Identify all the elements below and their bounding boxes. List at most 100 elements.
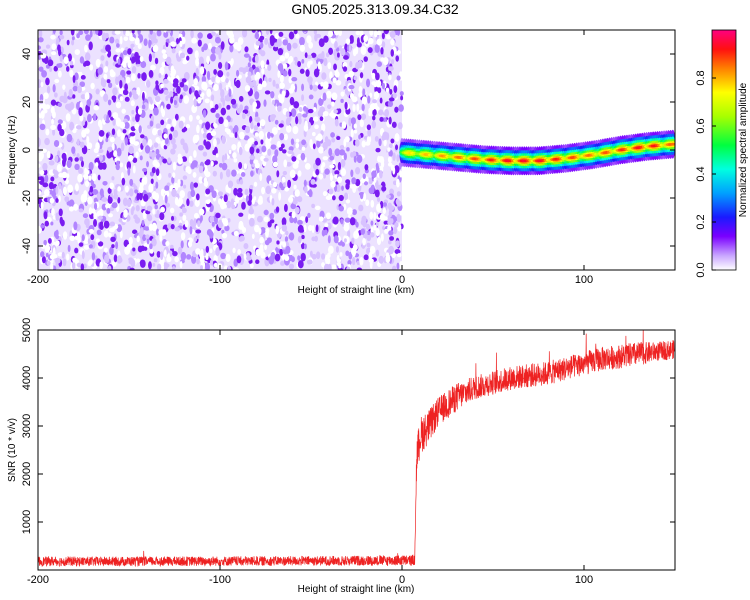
noise-speckle bbox=[340, 98, 344, 104]
noise-speckle bbox=[93, 105, 100, 111]
noise-speckle bbox=[96, 229, 102, 236]
noise-speckle bbox=[221, 203, 227, 209]
noise-speckle bbox=[71, 261, 76, 270]
noise-speckle bbox=[139, 134, 145, 139]
noise-speckle bbox=[152, 52, 156, 59]
noise-speckle bbox=[277, 48, 284, 56]
noise-speckle bbox=[152, 159, 159, 167]
noise-speckle bbox=[378, 109, 384, 116]
noise-speckle bbox=[387, 147, 391, 152]
noise-speckle bbox=[352, 248, 356, 258]
noise-speckle bbox=[341, 185, 344, 191]
colorbar-tick-label: 0.4 bbox=[695, 166, 707, 181]
noise-speckle bbox=[353, 129, 358, 134]
noise-speckle bbox=[303, 105, 307, 112]
noise-speckle bbox=[223, 119, 229, 128]
noise-speckle bbox=[206, 70, 211, 80]
noise-speckle bbox=[257, 83, 263, 91]
noise-speckle bbox=[51, 208, 55, 216]
noise-speckle bbox=[119, 96, 124, 102]
noise-speckle bbox=[86, 99, 92, 107]
noise-speckle bbox=[161, 229, 167, 236]
noise-speckle bbox=[141, 91, 145, 101]
noise-speckle bbox=[170, 137, 176, 145]
noise-speckle bbox=[69, 69, 74, 78]
noise-speckle bbox=[170, 244, 174, 249]
noise-speckle bbox=[186, 254, 192, 260]
noise-speckle bbox=[42, 162, 48, 171]
noise-speckle bbox=[359, 72, 364, 79]
noise-speckle bbox=[113, 254, 118, 263]
noise-speckle bbox=[385, 252, 390, 257]
noise-speckle bbox=[47, 59, 54, 67]
noise-speckle bbox=[263, 99, 267, 107]
noise-speckle bbox=[164, 202, 171, 208]
noise-speckle bbox=[52, 84, 56, 93]
noise-speckle bbox=[132, 93, 139, 100]
noise-speckle bbox=[388, 239, 392, 245]
noise-speckle bbox=[385, 34, 392, 40]
noise-speckle bbox=[103, 247, 108, 253]
noise-speckle bbox=[254, 140, 259, 146]
noise-speckle bbox=[388, 245, 395, 255]
noise-speckle bbox=[366, 135, 372, 144]
noise-speckle bbox=[282, 241, 287, 248]
noise-speckle bbox=[264, 90, 271, 95]
noise-speckle bbox=[238, 74, 242, 79]
noise-speckle bbox=[206, 229, 213, 236]
noise-speckle bbox=[99, 221, 104, 231]
noise-speckle bbox=[145, 234, 150, 239]
noise-speckle bbox=[171, 48, 176, 54]
noise-speckle bbox=[80, 160, 84, 168]
noise-speckle bbox=[225, 168, 231, 178]
noise-speckle bbox=[356, 260, 360, 266]
noise-speckle bbox=[180, 251, 187, 261]
noise-speckle bbox=[63, 56, 69, 64]
noise-speckle bbox=[376, 61, 383, 68]
noise-speckle bbox=[38, 30, 43, 38]
noise-speckle bbox=[193, 98, 197, 107]
noise-speckle bbox=[205, 188, 211, 195]
noise-speckle bbox=[38, 190, 42, 196]
noise-speckle bbox=[309, 138, 313, 148]
noise-speckle bbox=[98, 154, 103, 162]
noise-speckle bbox=[214, 103, 219, 110]
spectrogram-x-tick-label: -200 bbox=[27, 274, 49, 286]
noise-speckle bbox=[390, 39, 395, 46]
noise-speckle bbox=[301, 234, 305, 240]
noise-speckle bbox=[323, 35, 329, 43]
noise-speckle bbox=[79, 141, 85, 149]
noise-speckle bbox=[92, 188, 99, 195]
noise-speckle bbox=[315, 224, 319, 233]
noise-speckle bbox=[163, 133, 168, 139]
noise-speckle bbox=[249, 203, 253, 213]
noise-speckle bbox=[254, 32, 260, 40]
noise-speckle bbox=[358, 134, 362, 140]
noise-speckle bbox=[288, 146, 294, 152]
noise-speckle bbox=[270, 144, 277, 150]
noise-speckle bbox=[95, 30, 99, 35]
noise-speckle bbox=[152, 262, 156, 267]
noise-speckle bbox=[153, 107, 159, 116]
noise-speckle bbox=[121, 108, 126, 114]
noise-speckle bbox=[85, 234, 89, 242]
noise-speckle bbox=[180, 138, 185, 146]
noise-speckle bbox=[238, 161, 243, 170]
noise-speckle bbox=[58, 208, 63, 217]
noise-speckle bbox=[155, 148, 160, 155]
noise-speckle bbox=[348, 251, 353, 260]
noise-speckle bbox=[231, 169, 237, 177]
noise-speckle bbox=[362, 88, 366, 97]
noise-speckle bbox=[38, 66, 44, 72]
noise-speckle bbox=[166, 123, 171, 129]
noise-speckle bbox=[398, 104, 404, 112]
noise-speckle bbox=[327, 245, 334, 254]
noise-speckle bbox=[129, 267, 135, 270]
colorbar-tick-label: 0.2 bbox=[695, 214, 707, 229]
noise-speckle bbox=[342, 66, 348, 72]
noise-speckle bbox=[119, 162, 124, 168]
noise-speckle bbox=[345, 179, 351, 184]
noise-speckle bbox=[285, 124, 292, 133]
noise-speckle bbox=[156, 251, 161, 258]
noise-speckle bbox=[341, 242, 346, 247]
